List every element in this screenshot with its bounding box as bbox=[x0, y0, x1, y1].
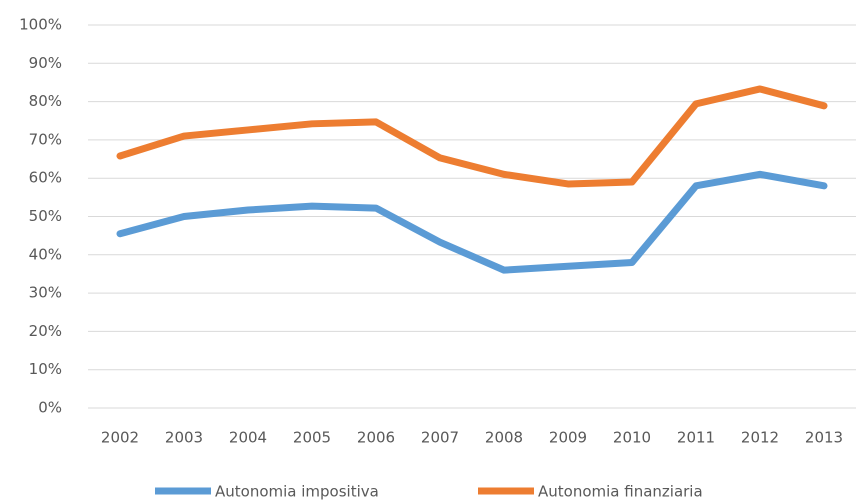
y-tick-label: 70% bbox=[29, 130, 62, 148]
x-tick-label: 2003 bbox=[165, 429, 203, 447]
series-line bbox=[116, 170, 828, 274]
y-tick-label: 40% bbox=[29, 245, 62, 263]
x-tick-label: 2009 bbox=[549, 429, 587, 447]
y-tick-label: 60% bbox=[29, 169, 62, 187]
x-tick-label: 2004 bbox=[229, 429, 267, 447]
y-tick-label: 10% bbox=[29, 360, 62, 378]
x-tick-label: 2006 bbox=[357, 429, 395, 447]
x-tick-label: 2012 bbox=[741, 429, 779, 447]
x-tick-label: 2010 bbox=[613, 429, 651, 447]
legend-label: Autonomia finanziaria bbox=[538, 483, 703, 501]
y-tick-label: 30% bbox=[29, 284, 62, 302]
x-tick-label: 2008 bbox=[485, 429, 523, 447]
x-tick-label: 2011 bbox=[677, 429, 715, 447]
y-tick-label: 50% bbox=[29, 207, 62, 225]
y-tick-label: 0% bbox=[38, 399, 62, 417]
y-tick-label: 100% bbox=[19, 16, 62, 34]
x-tick-label: 2002 bbox=[101, 429, 139, 447]
x-tick-label: 2007 bbox=[421, 429, 459, 447]
y-tick-label: 80% bbox=[29, 92, 62, 110]
x-tick-label: 2013 bbox=[805, 429, 843, 447]
series-line bbox=[116, 85, 828, 188]
y-tick-label: 20% bbox=[29, 322, 62, 340]
y-tick-label: 90% bbox=[29, 54, 62, 72]
legend-label: Autonomia impositiva bbox=[215, 483, 379, 501]
x-tick-label: 2005 bbox=[293, 429, 331, 447]
